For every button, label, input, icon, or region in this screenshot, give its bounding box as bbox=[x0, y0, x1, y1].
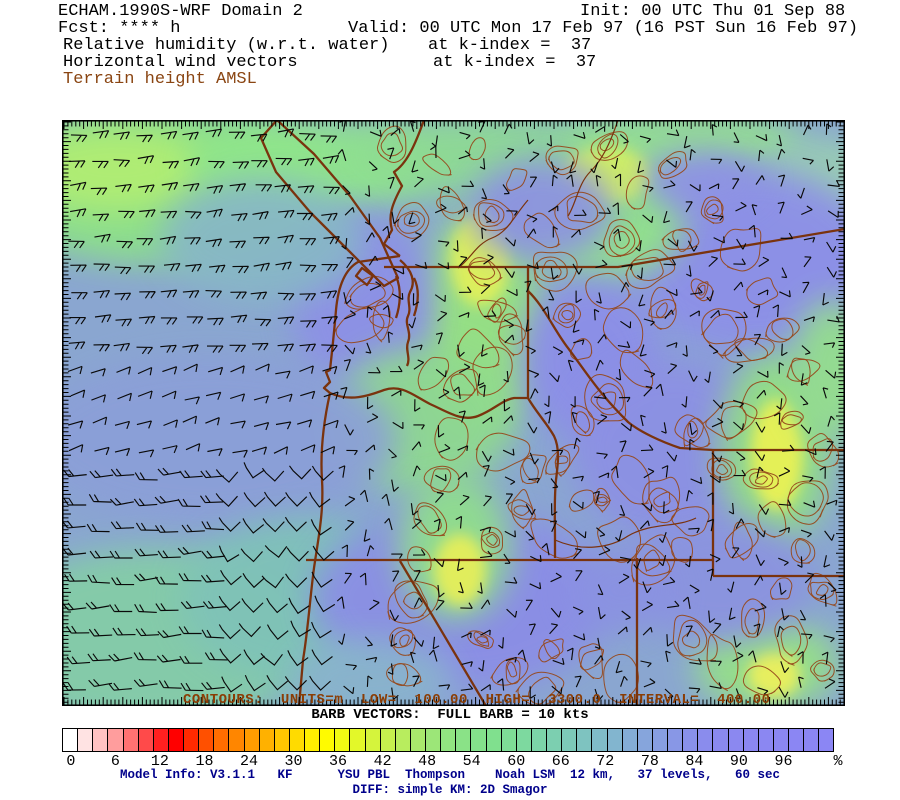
colorbar-cell bbox=[108, 729, 124, 751]
colorbar-cell bbox=[138, 729, 154, 751]
field-label-rh: Relative humidity (w.r.t. water) bbox=[63, 36, 390, 55]
colorbar-cell bbox=[259, 729, 275, 751]
colorbar-cell bbox=[743, 729, 759, 751]
rh-colorbar bbox=[62, 728, 834, 752]
colorbar-tick-label: 78 bbox=[640, 753, 659, 770]
colorbar-cell bbox=[305, 729, 321, 751]
colorbar-cell bbox=[184, 729, 200, 751]
rh-wind-terrain-map bbox=[62, 120, 845, 706]
colorbar-tick-label: 72 bbox=[596, 753, 615, 770]
colorbar-cell bbox=[350, 729, 366, 751]
colorbar-cell bbox=[562, 729, 578, 751]
colorbar-cell bbox=[410, 729, 426, 751]
rh-colorbar-labels: 0 6 12 18 24 30 36 42 48 54 60 66 72 78 84 90 96% bbox=[0, 753, 900, 771]
barb-vectors-note: BARB VECTORS: FULL BARB = 10 kts bbox=[311, 707, 589, 723]
diffusion-info-line: DIFF: simple KM: 2D Smagor bbox=[352, 783, 548, 797]
colorbar-cell bbox=[804, 729, 820, 751]
colorbar-cell bbox=[63, 729, 79, 751]
colorbar-tick-label: 12 bbox=[150, 753, 169, 770]
colorbar-cell bbox=[531, 729, 547, 751]
colorbar-cell bbox=[320, 729, 336, 751]
colorbar-tick-label: 36 bbox=[329, 753, 348, 770]
colorbar-cell bbox=[728, 729, 744, 751]
rh-field-shading bbox=[62, 120, 845, 706]
model-title: ECHAM.1990S-WRF Domain 2 bbox=[58, 2, 303, 21]
model-info-line: Model Info: V3.1.1 KF YSU PBL Thompson N… bbox=[119, 768, 781, 782]
colorbar-cell bbox=[516, 729, 532, 751]
map-panel bbox=[62, 120, 845, 706]
colorbar-cell bbox=[501, 729, 517, 751]
colorbar-tick-label: 66 bbox=[551, 753, 570, 770]
colorbar-cell bbox=[683, 729, 699, 751]
colorbar-cell bbox=[789, 729, 805, 751]
colorbar-tick-label: 48 bbox=[418, 753, 437, 770]
colorbar-cell bbox=[652, 729, 668, 751]
colorbar-cell bbox=[471, 729, 487, 751]
colorbar-cell bbox=[168, 729, 184, 751]
colorbar-cell bbox=[637, 729, 653, 751]
colorbar-cell bbox=[547, 729, 563, 751]
colorbar-cell bbox=[244, 729, 260, 751]
colorbar-tick-label: 42 bbox=[373, 753, 392, 770]
colorbar-cell bbox=[622, 729, 638, 751]
wind-barbs bbox=[62, 120, 841, 701]
colorbar-cell bbox=[153, 729, 169, 751]
colorbar-cell bbox=[93, 729, 109, 751]
colorbar-cell bbox=[426, 729, 442, 751]
forecast-hour: Fcst: **** h bbox=[58, 19, 181, 38]
colorbar-tick-label: 24 bbox=[239, 753, 259, 770]
init-time: Init: 00 UTC Thu 01 Sep 88 bbox=[580, 2, 846, 21]
colorbar-cell bbox=[380, 729, 396, 751]
contour-info-label: CONTOURS: UNITS=m LOW= 100.00 HIGH= 3300… bbox=[183, 692, 771, 708]
colorbar-cell bbox=[78, 729, 94, 751]
field-label-wind: Horizontal wind vectors bbox=[63, 53, 298, 72]
colorbar-cell bbox=[456, 729, 472, 751]
colorbar-tick-label: 18 bbox=[195, 753, 214, 770]
colorbar-cell bbox=[123, 729, 139, 751]
colorbar-cell bbox=[486, 729, 502, 751]
level-label-wind: at k-index = 37 bbox=[433, 53, 597, 72]
colorbar-tick-label: 54 bbox=[462, 753, 481, 770]
colorbar-cell bbox=[441, 729, 457, 751]
colorbar-cell bbox=[668, 729, 684, 751]
colorbar-unit-label: % bbox=[833, 753, 843, 770]
colorbar-cell bbox=[773, 729, 789, 751]
colorbar-cell bbox=[577, 729, 593, 751]
colorbar-cell bbox=[229, 729, 245, 751]
colorbar-cell bbox=[607, 729, 623, 751]
terrain-contour-lines bbox=[333, 125, 840, 706]
coastline-and-borders bbox=[259, 120, 845, 706]
colorbar-tick-label: 6 bbox=[110, 753, 120, 770]
colorbar-cell bbox=[214, 729, 230, 751]
colorbar-tick-label: 60 bbox=[507, 753, 526, 770]
colorbar-cell bbox=[395, 729, 411, 751]
colorbar-cell bbox=[199, 729, 215, 751]
level-label-rh: at k-index = 37 bbox=[428, 36, 592, 55]
map-frame bbox=[62, 120, 845, 706]
colorbar-cell bbox=[713, 729, 729, 751]
valid-time: Valid: 00 UTC Mon 17 Feb 97 (16 PST Sun … bbox=[348, 19, 859, 38]
colorbar-tick-label: 84 bbox=[685, 753, 704, 770]
colorbar-cell bbox=[274, 729, 290, 751]
colorbar-cell bbox=[335, 729, 351, 751]
colorbar-tick-label: 90 bbox=[729, 753, 748, 770]
colorbar-cell bbox=[698, 729, 714, 751]
colorbar-cell bbox=[819, 729, 834, 751]
map-frame-ticks bbox=[63, 121, 844, 705]
colorbar-tick-label: 30 bbox=[284, 753, 303, 770]
colorbar-tick-label: 96 bbox=[774, 753, 793, 770]
colorbar-cell bbox=[289, 729, 305, 751]
colorbar-cell bbox=[365, 729, 381, 751]
colorbar-cell bbox=[758, 729, 774, 751]
colorbar-cell bbox=[592, 729, 608, 751]
field-label-terrain: Terrain height AMSL bbox=[63, 70, 257, 89]
colorbar-tick-label: 0 bbox=[66, 753, 76, 770]
